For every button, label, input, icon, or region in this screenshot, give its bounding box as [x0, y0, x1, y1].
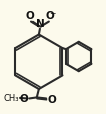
Text: N: N [36, 19, 44, 29]
Text: −: − [50, 9, 56, 18]
Text: CH₃: CH₃ [4, 93, 20, 102]
Text: O: O [25, 11, 34, 21]
Text: O: O [47, 94, 56, 104]
Text: O: O [20, 94, 28, 104]
Text: O: O [45, 11, 54, 21]
